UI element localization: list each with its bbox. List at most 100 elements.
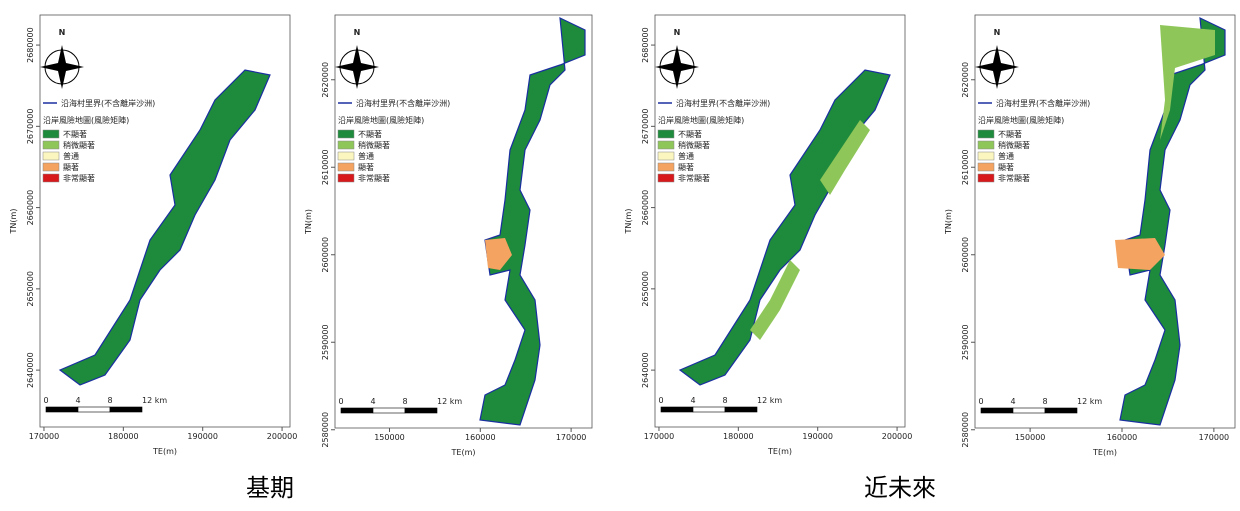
- scale-bar: [980, 407, 1014, 414]
- legend-label: 稍微顯著: [998, 140, 1030, 150]
- legend-swatch: [977, 151, 995, 161]
- north-label: N: [59, 28, 66, 37]
- legend-label: 顯著: [678, 162, 694, 172]
- x-tick-label: 200000: [882, 432, 913, 441]
- scale-label: 8: [107, 396, 112, 405]
- caption: 近未來: [864, 474, 936, 502]
- legend-swatch: [42, 140, 60, 150]
- caption: 基期: [246, 474, 294, 502]
- y-tick-label: 2670000: [641, 109, 650, 145]
- legend-label: 普通: [678, 151, 694, 161]
- legend-title: 沿岸風險地圖(風險矩陣): [338, 115, 424, 125]
- north-label: N: [994, 28, 1001, 37]
- compass-star: [975, 45, 1019, 89]
- legend-label: 顯著: [63, 162, 79, 172]
- x-tick-label: 170000: [644, 432, 675, 441]
- legend-label: 顯著: [998, 162, 1014, 172]
- y-axis-label: TN(m): [9, 209, 18, 235]
- y-tick-label: 2640000: [26, 352, 35, 388]
- north-label: N: [354, 28, 361, 37]
- legend-swatch: [977, 129, 995, 139]
- scale-label: 4: [370, 397, 375, 406]
- legend-title: 沿岸風險地圖(風險矩陣): [978, 115, 1064, 125]
- legend-label: 非常顯著: [63, 173, 95, 183]
- x-tick-label: 160000: [1107, 433, 1138, 442]
- legend-swatch: [657, 162, 675, 172]
- x-tick-label: 150000: [374, 433, 405, 442]
- x-axis-label: TE(m): [152, 447, 177, 456]
- x-tick-label: 170000: [556, 433, 587, 442]
- y-tick-label: 2590000: [961, 324, 970, 360]
- y-axis-label: TN(m): [304, 209, 313, 235]
- scale-label: 0: [658, 396, 663, 405]
- scale-bar: [77, 406, 111, 413]
- legend-swatch: [337, 129, 355, 139]
- scale-label: 12 km: [1077, 397, 1102, 406]
- scale-label: 4: [690, 396, 695, 405]
- legend-label: 普通: [63, 151, 79, 161]
- map-frame: [39, 14, 291, 428]
- legend-swatch: [42, 129, 60, 139]
- legend-label: 稍微顯著: [358, 140, 390, 150]
- legend-swatch: [337, 162, 355, 172]
- x-axis-label: TE(m): [1092, 448, 1117, 457]
- legend-swatch: [42, 173, 60, 183]
- y-tick-label: 2620000: [961, 62, 970, 98]
- legend-swatch: [657, 140, 675, 150]
- y-tick-label: 2620000: [321, 62, 330, 98]
- y-tick-label: 2650000: [26, 271, 35, 307]
- legend-boundary: 沿海村里界(不含離岸沙洲): [676, 98, 770, 108]
- scale-label: 12 km: [757, 396, 782, 405]
- scale-bar: [660, 406, 694, 413]
- scale-label: 12 km: [142, 396, 167, 405]
- legend-swatch: [42, 162, 60, 172]
- legend-label: 不顯著: [63, 129, 87, 139]
- y-tick-label: 2590000: [321, 324, 330, 360]
- legend-boundary: 沿海村里界(不含離岸沙洲): [356, 98, 450, 108]
- legend-label: 不顯著: [358, 129, 382, 139]
- legend-label: 不顯著: [998, 129, 1022, 139]
- x-tick-label: 160000: [465, 433, 496, 442]
- legend-label: 普通: [358, 151, 374, 161]
- x-tick-label: 200000: [267, 432, 298, 441]
- legend-swatch: [657, 129, 675, 139]
- scale-label: 0: [978, 397, 983, 406]
- scale-bar: [109, 406, 143, 413]
- y-tick-label: 2650000: [641, 271, 650, 307]
- compass-star: [335, 45, 379, 89]
- x-tick-label: 170000: [1199, 433, 1230, 442]
- scale-label: 12 km: [437, 397, 462, 406]
- y-tick-label: 2660000: [26, 190, 35, 226]
- scale-bar: [724, 406, 758, 413]
- legend-label: 非常顯著: [678, 173, 710, 183]
- y-tick-label: 2610000: [961, 149, 970, 185]
- legend-swatch: [977, 162, 995, 172]
- y-tick-label: 2680000: [641, 27, 650, 63]
- scale-bar: [1044, 407, 1078, 414]
- x-tick-label: 170000: [29, 432, 60, 441]
- y-tick-label: 2580000: [961, 412, 970, 448]
- scale-bar: [1012, 407, 1046, 414]
- coast-map: [58, 16, 1226, 426]
- legend-label: 稍微顯著: [63, 140, 95, 150]
- scale-label: 0: [43, 396, 48, 405]
- scale-bar: [692, 406, 726, 413]
- legend-swatch: [657, 151, 675, 161]
- x-tick-label: 150000: [1015, 433, 1046, 442]
- scale-label: 8: [722, 396, 727, 405]
- y-tick-label: 2680000: [26, 27, 35, 63]
- legend-label: 普通: [998, 151, 1014, 161]
- y-tick-label: 2600000: [321, 237, 330, 273]
- map-frame: [334, 14, 593, 429]
- legend-label: 不顯著: [678, 129, 702, 139]
- legend-label: 稍微顯著: [678, 140, 710, 150]
- map-frame: [654, 14, 906, 428]
- legend-swatch: [337, 151, 355, 161]
- legend-label: 非常顯著: [358, 173, 390, 183]
- map-frame: [974, 14, 1236, 429]
- y-tick-label: 2610000: [321, 149, 330, 185]
- legend-swatch: [977, 173, 995, 183]
- scale-label: 8: [402, 397, 407, 406]
- legend-boundary: 沿海村里界(不含離岸沙洲): [61, 98, 155, 108]
